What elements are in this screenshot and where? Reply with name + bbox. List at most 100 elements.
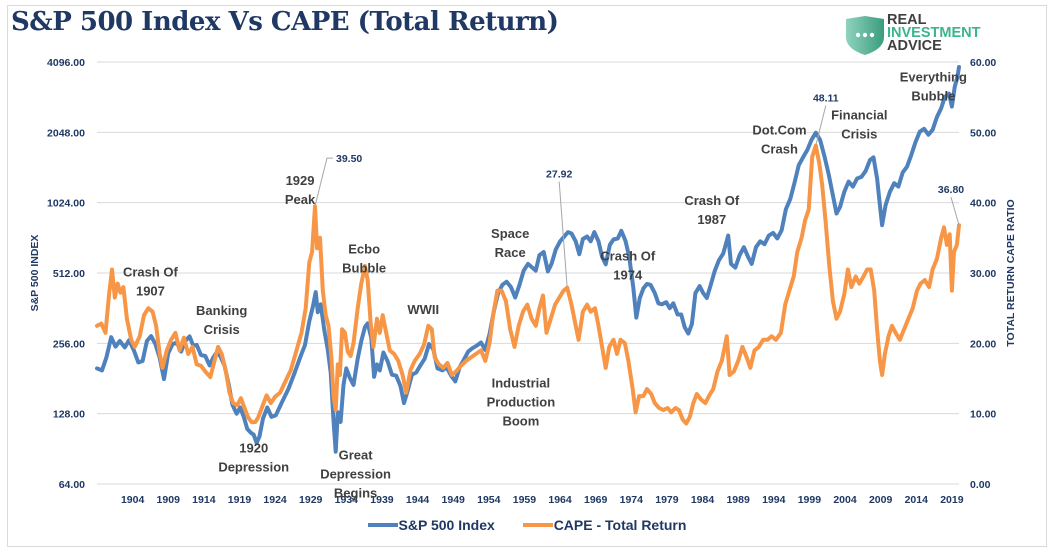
right-axis-tick-label: 20.00 (970, 338, 996, 350)
series-line-cape-total-return (95, 143, 961, 426)
legend-item-cape[interactable]: CAPE - Total Return (522, 517, 687, 533)
annotation-line: Crash Of (123, 265, 179, 280)
annotation-line: Banking (196, 303, 247, 318)
x-axis-tick-label: 1979 (655, 494, 679, 506)
annotation-line: 1987 (697, 212, 726, 227)
annotation-line: Depression (218, 459, 289, 474)
x-axis-tick-label: 1929 (299, 494, 323, 506)
annotation-line: Crisis (841, 127, 877, 142)
annotations: Crash Of 1907 Banking Crisis 1920 Depression 1… (123, 70, 967, 501)
annotation-label: Everything Bubble (900, 70, 967, 104)
x-axis-tick-label: 1919 (228, 494, 252, 506)
legend-label-sp500: S&P 500 Index (398, 517, 495, 533)
x-axis-tick-label: 1994 (762, 494, 786, 506)
annotation-label: Great Depression Begins (320, 447, 391, 500)
data-label: 48.11 (813, 93, 839, 105)
annotation-line: Begins (334, 485, 377, 500)
x-axis-ticks: 1904 1909 1914 1919 1924 1929 1934 1939 1944 1949… (121, 494, 964, 506)
x-axis-tick-label: 1909 (157, 494, 181, 506)
x-axis-tick-label: 2014 (905, 494, 929, 506)
x-axis-tick-label: 1999 (798, 494, 822, 506)
annotation-label: Crash Of 1907 (123, 265, 179, 299)
left-axis-ticks: 64.00 128.00 256.00 512.00 1024.00 2048.00 409… (47, 57, 85, 491)
annotation-line: Everything (900, 70, 967, 85)
annotation-line: 1907 (136, 284, 165, 299)
x-axis-tick-label: 1964 (548, 494, 572, 506)
x-axis-tick-label: 1934 (335, 494, 359, 506)
series-line-s-p-500-index (95, 65, 961, 454)
right-axis-ticks: 0.00 10.00 20.00 30.00 40.00 50.00 60.00 (970, 57, 996, 491)
annotation-line: WWII (407, 302, 439, 317)
leader-line (314, 157, 333, 207)
x-axis-tick-label: 1969 (584, 494, 608, 506)
annotation-line: Crash Of (684, 193, 740, 208)
x-axis-tick-label: 1954 (477, 494, 501, 506)
series-lines (95, 65, 961, 454)
real-investment-advice-logo: REAL INVESTMENT ADVICE (845, 12, 1015, 55)
annotation-label: Industrial Production Boom (487, 376, 556, 429)
x-axis-tick-label: 2009 (869, 494, 893, 506)
right-axis-tick-label: 10.00 (970, 409, 996, 421)
logo-text-investment: INVESTMENT (887, 25, 981, 41)
annotation-line: Bubble (911, 89, 955, 104)
right-axis-tick-label: 30.00 (970, 268, 996, 280)
annotation-line: Crisis (204, 322, 240, 337)
legend-label-cape: CAPE - Total Return (553, 517, 687, 533)
leader-line (558, 181, 568, 288)
legend-swatch-cape (522, 523, 553, 527)
annotation-line: 1974 (613, 267, 643, 282)
x-axis-tick-label: 1924 (263, 494, 287, 506)
right-axis-tick-label: 50.00 (970, 127, 996, 139)
leader-line (950, 197, 960, 226)
left-axis-tick-label: 512.00 (53, 268, 85, 280)
annotation-label: Ecbo Bubble (342, 241, 386, 275)
annotation-line: Crash Of (600, 248, 656, 263)
annotation-line: Production (487, 395, 556, 410)
annotation-label: 1920 Depression (218, 440, 289, 474)
data-labels: 39.50 27.92 48.11 36.80 (314, 93, 964, 288)
x-axis-tick-label: 1959 (513, 494, 537, 506)
right-axis-tick-label: 0.00 (970, 479, 991, 491)
annotation-line: Ecbo (348, 241, 380, 256)
legend-item-sp500[interactable]: S&P 500 Index (367, 517, 495, 533)
annotation-line: Dot.Com (752, 122, 806, 137)
annotation-line: Space (491, 226, 529, 241)
x-axis-tick-label: 1949 (442, 494, 466, 506)
annotation-line: 1929 (286, 173, 315, 188)
data-label: 27.92 (546, 169, 572, 181)
x-axis-tick-label: 1939 (370, 494, 394, 506)
annotation-line: Boom (502, 414, 539, 429)
right-axis-tick-label: 40.00 (970, 198, 996, 210)
x-axis-tick-label: 2019 (940, 494, 964, 506)
left-axis-tick-label: 256.00 (53, 338, 85, 350)
x-axis-tick-label: 1904 (121, 494, 145, 506)
left-axis-tick-label: 4096.00 (47, 57, 85, 69)
annotation-label: WWII (407, 302, 439, 317)
annotation-label: Financial Crisis (831, 108, 887, 142)
legend-swatch-sp500 (367, 523, 398, 527)
annotation-line: Crash (761, 141, 798, 156)
annotation-label: Crash Of 1974 (600, 248, 656, 282)
right-axis-tick-label: 60.00 (970, 57, 996, 69)
x-axis-tick-label: 2004 (833, 494, 857, 506)
right-axis-title: TOTAL RETURN CAPE RATIO (1005, 199, 1017, 346)
annotation-label: Crash Of 1987 (684, 193, 740, 227)
annotation-line: Peak (285, 192, 316, 207)
leader-line (815, 105, 827, 146)
annotation-label: Dot.Com Crash (752, 122, 806, 156)
annotation-label: 1929 Peak (285, 173, 316, 207)
x-axis-tick-label: 1974 (620, 494, 644, 506)
logo-text-real: REAL (887, 12, 927, 28)
annotation-line: Depression (320, 466, 391, 481)
legend: S&P 500 Index CAPE - Total Return (0, 514, 1054, 533)
x-axis-tick-label: 1914 (192, 494, 216, 506)
left-axis-tick-label: 64.00 (59, 479, 85, 491)
data-label: 39.50 (336, 153, 362, 165)
annotation-line: Great (339, 447, 374, 462)
left-axis-tick-label: 128.00 (53, 409, 85, 421)
left-axis-tick-label: 2048.00 (47, 127, 85, 139)
x-axis-tick-label: 1944 (406, 494, 430, 506)
annotation-line: Bubble (342, 260, 386, 275)
x-axis-tick-label: 1989 (726, 494, 750, 506)
